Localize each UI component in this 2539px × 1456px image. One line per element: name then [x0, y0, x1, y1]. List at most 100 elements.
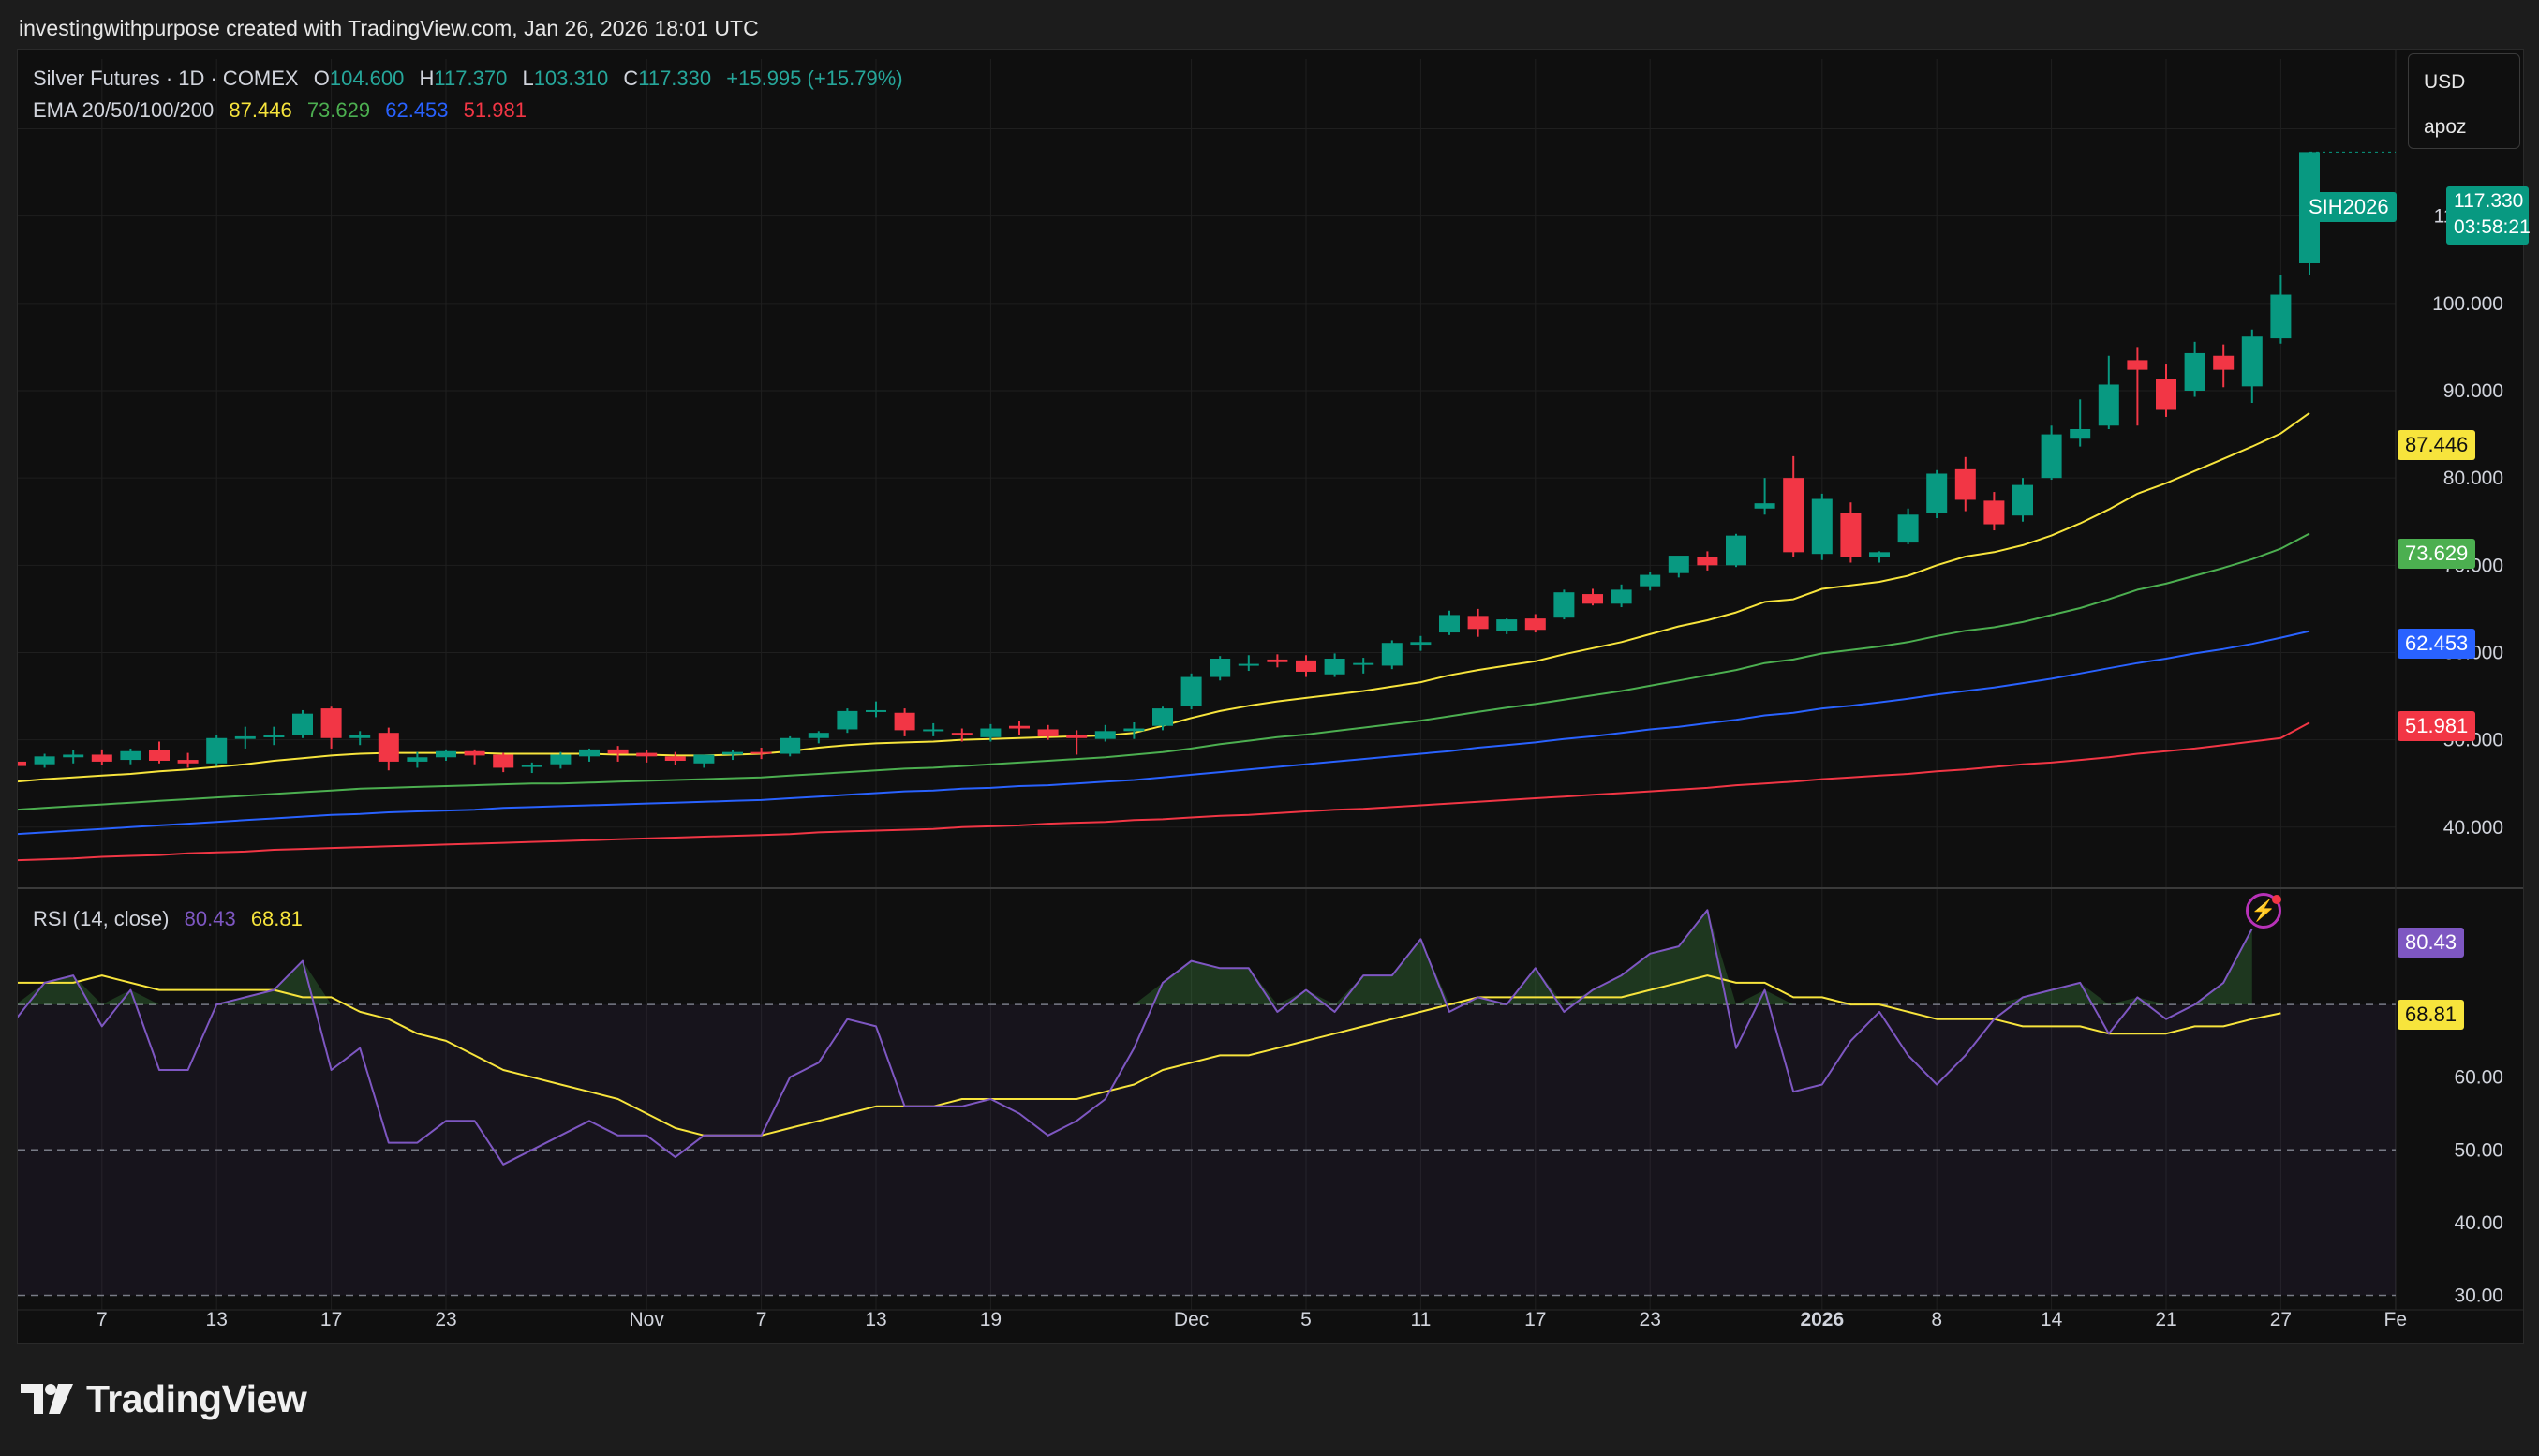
candle-body: [951, 733, 973, 735]
user-label[interactable]: apoz: [2424, 116, 2467, 138]
ema50-line: [18, 532, 2310, 811]
candle-body: [436, 750, 456, 758]
candle-body: [1954, 468, 1976, 500]
candle-body: [837, 710, 858, 730]
ohlc-low: L103.310: [522, 67, 609, 90]
time-tick-label: 17: [1524, 1309, 1546, 1330]
ema-label[interactable]: EMA 20/50/100/200: [33, 98, 215, 122]
rsi-tick-label: 60.00: [2454, 1067, 2503, 1089]
candle-body: [349, 735, 371, 738]
candle-body: [1152, 708, 1173, 726]
ema20-value: 87.446: [229, 98, 292, 122]
candle-body: [1783, 478, 1804, 553]
candle-body: [1897, 514, 1919, 543]
candle-body: [722, 751, 743, 755]
candle-body: [521, 765, 542, 767]
symbol-legend[interactable]: Silver Futures · 1D · COMEX O104.600 H11…: [33, 65, 913, 93]
ema200-line: [18, 721, 2310, 862]
ema100-value: 62.453: [385, 98, 449, 122]
candle-body: [18, 761, 26, 766]
time-tick-label: 23: [1640, 1309, 1661, 1330]
rsi-tick-label: 50.00: [2454, 1139, 2503, 1161]
tradingview-logo[interactable]: TradingView: [19, 1375, 307, 1422]
candle-body: [1926, 473, 1948, 513]
candle-body: [1094, 731, 1116, 739]
candle-body: [2127, 360, 2148, 370]
rsi-line: [18, 909, 2253, 1166]
price-change: +15.995 (+15.79%): [726, 67, 903, 90]
candle-body: [1324, 658, 1345, 675]
scale-settings[interactable]: USD apoz: [2408, 53, 2520, 149]
candle-body: [866, 709, 886, 712]
rsi-tick-label: 30.00: [2454, 1285, 2503, 1306]
candle-body: [579, 749, 600, 757]
brand-name: TradingView: [86, 1376, 307, 1420]
rsi-ma-price-tag: 68.81: [2398, 1000, 2465, 1030]
currency-label[interactable]: USD: [2424, 71, 2466, 93]
rsi-price-tag: 80.43: [2398, 928, 2465, 958]
time-tick-label: 13: [865, 1309, 886, 1330]
candle-body: [607, 749, 629, 754]
candle-body: [1697, 557, 1718, 566]
time-tick-label: 13: [206, 1309, 228, 1330]
time-tick-label: 7: [97, 1309, 108, 1330]
ohlc-high: H117.370: [419, 67, 508, 90]
ema20-price-tag: 87.446: [2398, 430, 2476, 460]
candle-body: [292, 713, 313, 735]
candle-body: [91, 754, 112, 762]
bar-countdown: 03:58:21: [2454, 216, 2531, 238]
ticker-tag: SIH2026: [2301, 192, 2397, 222]
symbol-label[interactable]: Silver Futures · 1D · COMEX: [33, 67, 299, 90]
candle-body: [1238, 663, 1259, 666]
rsi-ma-line: [18, 974, 2281, 1137]
candle-body: [1037, 729, 1059, 736]
candle-body: [2041, 434, 2062, 479]
candle-body: [234, 735, 256, 739]
candle-body: [2098, 384, 2119, 426]
candle-body: [1353, 662, 1374, 665]
candle-body: [34, 756, 55, 765]
candle-body: [1180, 676, 1202, 706]
time-tick-label: 27: [2270, 1309, 2292, 1330]
time-tick-label: 7: [756, 1309, 767, 1330]
candle-body: [780, 737, 801, 754]
time-tick-label: 11: [1410, 1309, 1431, 1330]
price-tick-label: 40.000: [2443, 817, 2503, 839]
price-tick-label: 90.000: [2443, 380, 2503, 402]
candle-body: [464, 750, 485, 756]
ema-legend[interactable]: EMA 20/50/100/200 87.446 73.629 62.453 5…: [33, 97, 536, 125]
candle-body: [263, 735, 285, 737]
rsi-tick-label: 40.00: [2454, 1212, 2503, 1234]
candle-body: [1210, 658, 1231, 677]
candle-body: [1066, 735, 1088, 738]
candle-body: [1726, 535, 1746, 566]
attribution-text: investingwithpurpose created with Tradin…: [19, 16, 759, 40]
chart-area[interactable]: 40.00050.00060.00070.00080.00090.000100.…: [17, 49, 2531, 1344]
candle-body: [320, 708, 342, 738]
candle-body: [2270, 294, 2292, 339]
candle-body: [2213, 355, 2235, 370]
candle-body: [149, 750, 170, 761]
candle-body: [980, 728, 1002, 737]
last-price-tag: 117.330 03:58:21: [2446, 186, 2531, 245]
chart-canvas[interactable]: 40.00050.00060.00070.00080.00090.000100.…: [18, 50, 2523, 1343]
price-tick-label: 80.000: [2443, 468, 2503, 489]
candle-body: [693, 754, 715, 764]
ohlc-open: O104.600: [313, 67, 405, 90]
candle-body: [378, 733, 399, 762]
notification-dot: [2272, 895, 2281, 904]
ohlc-close: C117.330: [623, 67, 712, 90]
time-tick-label: 17: [320, 1309, 342, 1330]
candle-body: [493, 754, 514, 768]
rsi-label[interactable]: RSI (14, close): [33, 907, 170, 930]
rsi-ma-value: 68.81: [250, 907, 303, 930]
candle-body: [1496, 619, 1518, 631]
time-tick-label: 23: [435, 1309, 456, 1330]
rsi-legend[interactable]: RSI (14, close) 80.43 68.81: [33, 905, 312, 933]
candle-body: [1553, 592, 1575, 618]
ema50-price-tag: 73.629: [2398, 539, 2476, 569]
candle-body: [1410, 642, 1432, 646]
time-tick-label: Fe: [2384, 1309, 2408, 1330]
time-tick-label: 14: [2041, 1309, 2063, 1330]
candle-body: [1869, 552, 1890, 557]
